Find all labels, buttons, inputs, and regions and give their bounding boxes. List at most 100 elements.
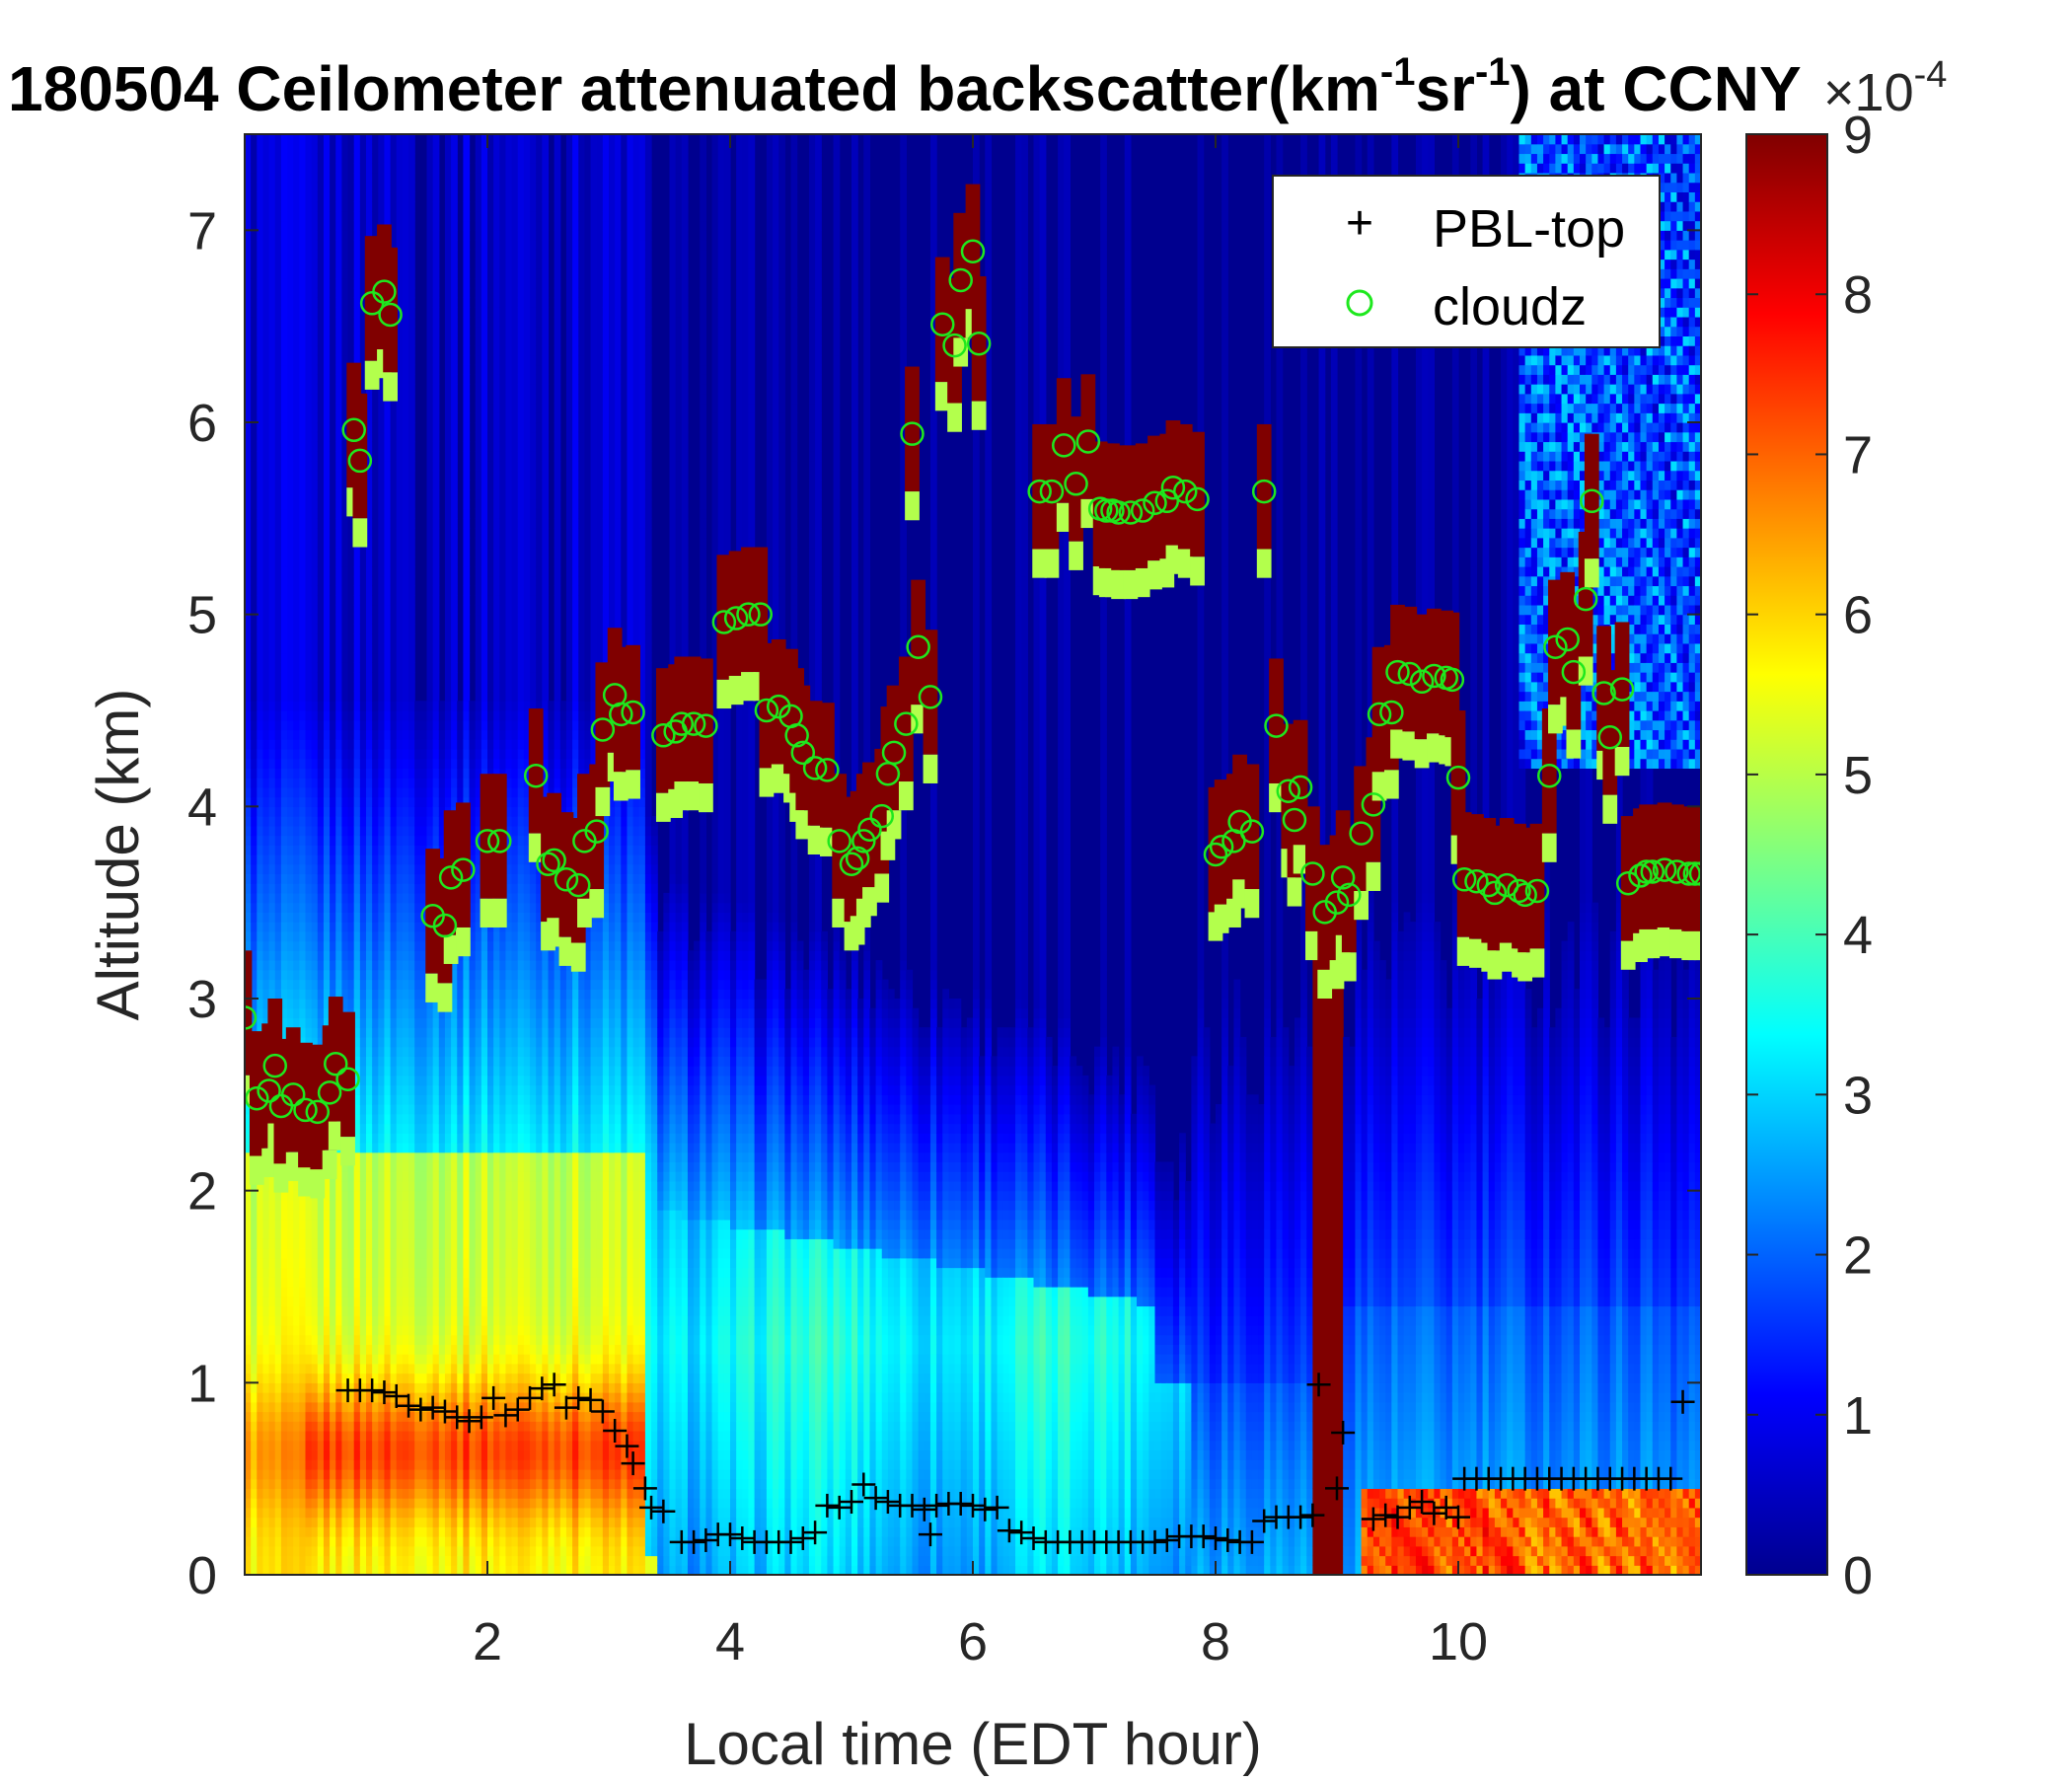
heatmap-cell <box>391 864 398 874</box>
heatmap-cell <box>360 191 367 201</box>
heatmap-cell <box>366 576 373 586</box>
heatmap-cell <box>269 230 276 240</box>
heatmap-cell <box>378 499 385 509</box>
heatmap-cell <box>372 1508 379 1518</box>
heatmap-cell <box>378 585 385 595</box>
heatmap-cell <box>262 692 269 702</box>
heatmap-cell <box>414 1297 421 1306</box>
heatmap-cell <box>257 595 263 605</box>
heatmap-cell <box>354 1220 361 1229</box>
heatmap-cell <box>335 566 342 576</box>
heatmap-cell <box>378 1556 385 1566</box>
heatmap-cell <box>378 595 385 605</box>
heatmap-cell <box>366 1152 373 1162</box>
heatmap-cell <box>391 633 398 643</box>
heatmap-cell <box>257 1297 263 1306</box>
heatmap-cell <box>306 1412 313 1422</box>
heatmap-cell <box>384 1066 391 1076</box>
heatmap-cell <box>341 941 348 951</box>
heatmap-cell <box>348 806 355 816</box>
heatmap-cell <box>281 1526 288 1536</box>
heatmap-cell <box>378 1431 385 1441</box>
heatmap-cell <box>335 432 342 442</box>
heatmap-cell <box>372 144 379 154</box>
heatmap-cell <box>324 643 331 653</box>
heatmap-cell <box>287 1258 294 1268</box>
heatmap-cell <box>262 787 269 797</box>
heatmap-cell <box>324 480 331 489</box>
heatmap-cell <box>403 173 409 183</box>
heatmap-cell <box>397 1518 404 1527</box>
heatmap-cell <box>287 163 294 173</box>
heatmap-cell <box>360 922 367 931</box>
heatmap-cell <box>269 307 276 317</box>
heatmap-cell <box>354 1287 361 1297</box>
heatmap-cell <box>312 989 319 999</box>
heatmap-cell <box>403 710 409 720</box>
heatmap-cell <box>251 374 258 384</box>
heatmap-cell <box>287 931 294 941</box>
heatmap-cell <box>433 1017 440 1027</box>
heatmap-cell <box>403 1325 409 1335</box>
heatmap-cell <box>408 826 415 836</box>
heatmap-cell <box>360 548 367 557</box>
heatmap-cell <box>391 1441 398 1450</box>
heatmap-cell <box>378 662 385 672</box>
heatmap-cell <box>341 1210 348 1220</box>
heatmap-cell <box>269 854 276 864</box>
heatmap-cell <box>366 1181 373 1191</box>
heatmap-cell <box>341 682 348 692</box>
heatmap-cell <box>354 836 361 846</box>
heatmap-cell <box>372 1344 379 1354</box>
heatmap-cell <box>427 1508 434 1518</box>
heatmap-cell <box>427 1248 434 1258</box>
heatmap-cell <box>420 1152 427 1162</box>
heatmap-cell <box>257 1315 263 1325</box>
heatmap-cell <box>245 297 252 307</box>
heatmap-cell <box>408 461 415 471</box>
heatmap-cell <box>293 499 300 509</box>
heatmap-cell <box>269 528 276 538</box>
heatmap-cell <box>354 624 361 633</box>
heatmap-cell <box>251 317 258 327</box>
heatmap-cell <box>397 883 404 893</box>
heatmap-cell <box>420 1124 427 1134</box>
heatmap-cell <box>354 1488 361 1498</box>
heatmap-cell <box>403 211 409 221</box>
heatmap-cell <box>408 1056 415 1066</box>
heatmap-cell <box>306 941 313 951</box>
heatmap-cell <box>372 1037 379 1047</box>
heatmap-cell <box>403 826 409 836</box>
heatmap-cell <box>378 912 385 922</box>
heatmap-cell <box>433 806 440 816</box>
heatmap-cell <box>251 615 258 625</box>
heatmap-cell <box>445 1066 452 1076</box>
heatmap-cell <box>439 710 446 720</box>
heatmap-cell <box>306 931 313 941</box>
heatmap-cell <box>445 1017 452 1027</box>
heatmap-cell <box>397 1364 404 1373</box>
heatmap-cell <box>324 1546 331 1556</box>
heatmap-cell <box>281 576 288 586</box>
heatmap-cell <box>330 317 336 327</box>
heatmap-cell <box>348 1488 355 1498</box>
heatmap-cell <box>262 1518 269 1527</box>
heatmap-cell <box>324 873 331 883</box>
heatmap-cell <box>281 211 288 221</box>
heatmap-cell <box>287 749 294 759</box>
heatmap-cell <box>427 451 434 461</box>
heatmap-cell <box>354 1412 361 1422</box>
heatmap-cell <box>439 1382 446 1392</box>
heatmap-cell <box>403 134 409 144</box>
heatmap-cell <box>366 1258 373 1268</box>
heatmap-cell <box>341 1536 348 1546</box>
heatmap-cell <box>269 1268 276 1278</box>
heatmap-cell <box>245 1518 252 1527</box>
heatmap-cell <box>414 797 421 807</box>
heatmap-cell <box>335 729 342 739</box>
heatmap-cell <box>306 317 313 327</box>
heatmap-cell <box>427 1161 434 1171</box>
heatmap-cell <box>341 134 348 144</box>
heatmap-cell <box>269 183 276 192</box>
heatmap-cell <box>408 739 415 749</box>
